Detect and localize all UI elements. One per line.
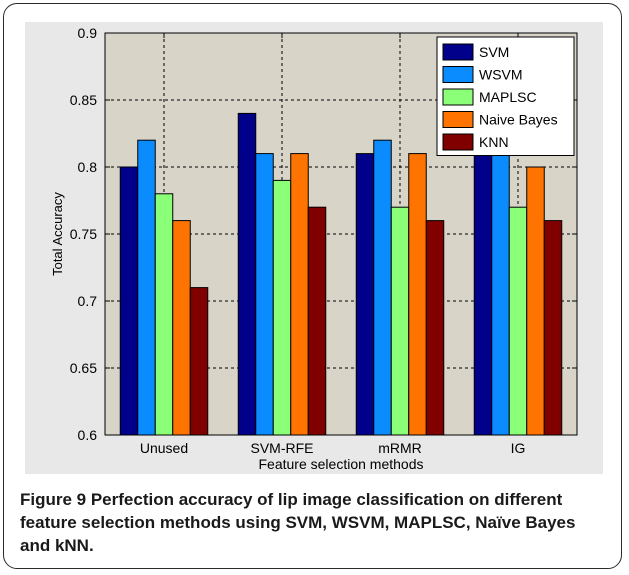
x-axis-label: Feature selection methods [259, 456, 424, 472]
legend-swatch [442, 133, 474, 151]
legend-label: MAPLSC [479, 89, 537, 105]
bar-svm [473, 153, 493, 436]
x-tick-label: SVM-RFE [251, 440, 314, 456]
legend-label: WSVM [479, 67, 523, 83]
bar-naive-bayes [290, 153, 309, 436]
figure-caption: Figure 9 Perfection accuracy of lip imag… [20, 488, 610, 557]
legend-label: Naive Bayes [479, 112, 558, 128]
caption-lead: Figure 9 [20, 490, 87, 509]
y-tick-label: 0.6 [78, 427, 98, 443]
bar-wsvm [373, 139, 392, 436]
bar-naive-bayes [526, 166, 545, 436]
y-tick-label: 0.85 [70, 92, 97, 108]
y-tick-label: 0.9 [78, 25, 98, 41]
bar-maplsc [154, 193, 174, 436]
y-tick-label: 0.65 [70, 360, 97, 376]
x-tick-label: mRMR [378, 440, 422, 456]
y-tick-label: 0.7 [78, 293, 98, 309]
bar-maplsc [390, 206, 410, 436]
legend-label: KNN [479, 134, 509, 150]
y-axis-label: Total Accuracy [50, 192, 65, 276]
bar-knn [307, 206, 327, 436]
legend-swatch [442, 43, 474, 61]
bar-chart: 0.6 0.65 0.7 0.75 0.8 0.85 0.9 Unused SVM-RFE mRM… [50, 25, 578, 472]
bar-svm [119, 166, 139, 436]
bar-svm [237, 112, 257, 436]
x-tick-label: Unused [140, 440, 188, 456]
bar-maplsc [272, 179, 292, 436]
y-tick-label: 0.75 [70, 226, 97, 242]
bar-knn [425, 220, 445, 436]
bar-wsvm [137, 139, 156, 436]
legend-label: SVM [479, 44, 509, 60]
caption-text: Perfection accuracy of lip image classif… [20, 490, 576, 555]
bar-knn [189, 287, 209, 436]
bar-naive-bayes [408, 153, 427, 436]
bar-wsvm [491, 153, 510, 436]
bar-maplsc [508, 206, 528, 436]
bar-knn [543, 220, 563, 436]
axes-frame [104, 32, 578, 436]
x-tick-label: IG [511, 440, 526, 456]
bar-svm [355, 153, 375, 436]
bar-wsvm [255, 153, 274, 436]
legend-swatch [442, 66, 474, 83]
legend-swatch [442, 88, 474, 106]
y-tick-label: 0.8 [78, 159, 98, 175]
bar-naive-bayes [172, 220, 191, 436]
legend-swatch [442, 111, 474, 128]
